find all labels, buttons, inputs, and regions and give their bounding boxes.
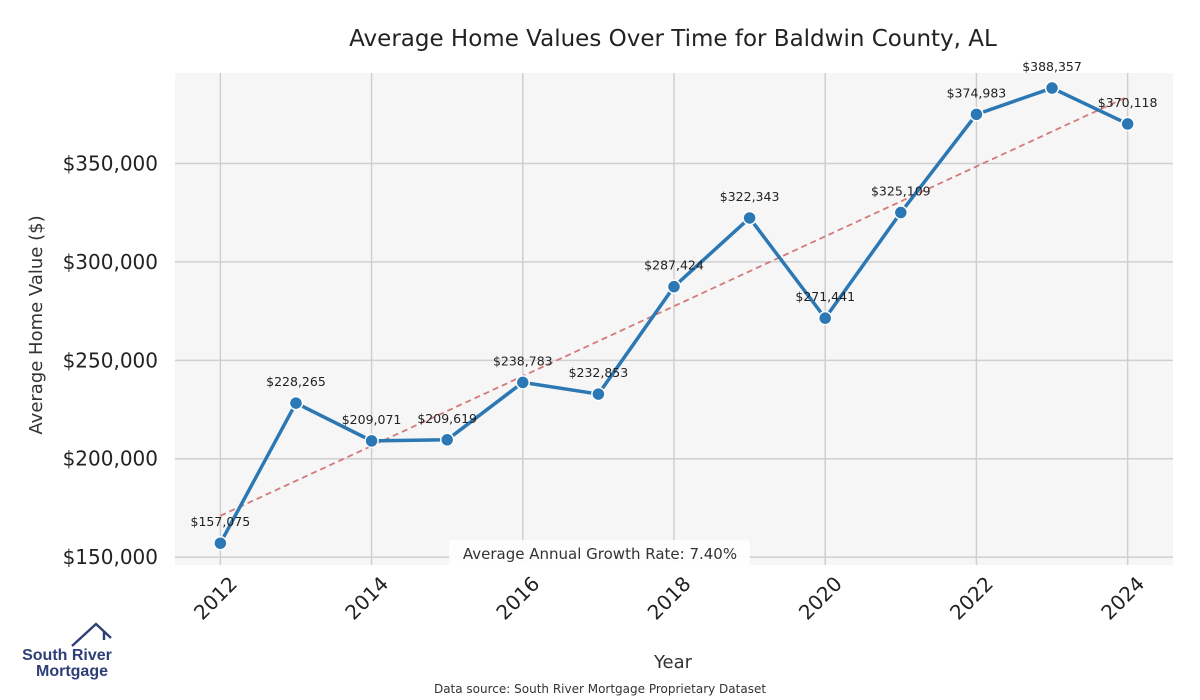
data-label: $287,424 xyxy=(644,258,704,273)
data-label: $322,343 xyxy=(720,189,780,204)
chart-title: Average Home Values Over Time for Baldwi… xyxy=(349,26,997,52)
y-tick-label: $250,000 xyxy=(63,348,158,372)
logo-line-1: South River xyxy=(22,647,112,664)
data-point xyxy=(515,375,531,390)
data-point xyxy=(591,386,606,402)
data-point xyxy=(893,205,909,220)
trendline xyxy=(219,95,1129,517)
data-point xyxy=(817,310,833,326)
logo: South River Mortgage xyxy=(22,622,112,680)
x-axis-label: Year xyxy=(653,652,693,673)
data-point xyxy=(1120,116,1135,132)
data-label: $271,441 xyxy=(795,289,855,304)
data-labels: $157,075 $228,265 $209,071 $209,619 $238,783… xyxy=(191,59,1158,529)
data-source: Data source: South River Mortgage Propri… xyxy=(434,682,766,696)
logo-line-2: Mortgage xyxy=(36,663,108,680)
trendline-layer xyxy=(219,95,1129,517)
y-axis-label: Average Home Value ($) xyxy=(26,215,47,434)
y-tick-label: $150,000 xyxy=(63,545,158,569)
growth-rate-annotation: Average Annual Growth Rate: 7.40% xyxy=(463,545,737,563)
data-label: $157,075 xyxy=(191,514,251,529)
x-tick-label: 2016 xyxy=(491,572,544,625)
x-axis-ticks: 2012 2014 2016 2018 2020 2022 2024 xyxy=(189,572,1149,625)
data-label: $374,983 xyxy=(947,85,1007,100)
y-axis-ticks: $150,000 $200,000 $250,000 $300,000 $350,000 xyxy=(63,152,158,570)
data-point xyxy=(969,107,984,122)
data-label: $325,109 xyxy=(871,184,931,199)
y-tick-label: $350,000 xyxy=(63,152,158,176)
house-roof-icon xyxy=(71,622,112,647)
x-tick-label: 2014 xyxy=(340,572,393,625)
data-point xyxy=(742,210,757,226)
series-layer xyxy=(213,80,1135,551)
data-point xyxy=(1044,80,1060,96)
y-tick-label: $200,000 xyxy=(63,447,158,471)
data-label: $228,265 xyxy=(266,374,326,389)
x-tick-label: 2022 xyxy=(945,572,998,625)
y-tick-label: $300,000 xyxy=(63,250,158,274)
data-label: $209,619 xyxy=(417,411,477,426)
data-label: $238,783 xyxy=(493,353,553,368)
data-label: $232,853 xyxy=(569,365,629,380)
x-tick-label: 2020 xyxy=(794,572,847,625)
data-point xyxy=(364,433,379,449)
data-point xyxy=(213,535,228,551)
grid xyxy=(175,73,1173,565)
x-tick-label: 2018 xyxy=(643,572,696,625)
data-point xyxy=(439,432,455,448)
data-label: $209,071 xyxy=(342,412,402,427)
x-tick-label: 2024 xyxy=(1096,572,1149,625)
data-point xyxy=(288,395,304,411)
x-tick-label: 2012 xyxy=(189,572,242,625)
data-label: $388,357 xyxy=(1022,59,1082,74)
data-label: $370,118 xyxy=(1098,95,1158,110)
data-point xyxy=(666,279,682,294)
growth-rate-box: Average Annual Growth Rate: 7.40% xyxy=(449,540,750,567)
